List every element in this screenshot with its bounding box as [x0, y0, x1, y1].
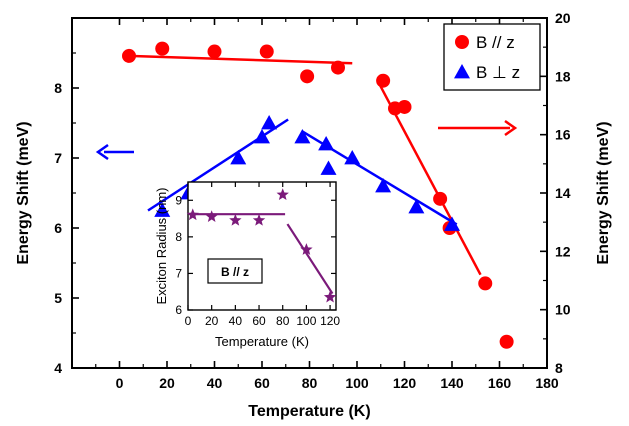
bz-parallel-point [499, 334, 514, 349]
bz-parallel-point [478, 276, 493, 291]
bz-parallel-point [376, 73, 391, 88]
bz-parallel-point [155, 41, 170, 56]
legend-triangle-marker [454, 64, 470, 79]
inset-fit-line [286, 223, 334, 295]
inset-plot: 0 20 40 60 80 100 120 6 7 8 9 Temperature (K) Excito… [154, 181, 340, 349]
x-tick-label: 160 [488, 375, 512, 391]
main-plot: 0 20 40 60 80 100 120 140 160 1804567881012141618… [15, 10, 612, 420]
legend-circle-marker [455, 35, 469, 49]
y-tick-label: 6 [54, 220, 62, 236]
y-tick-label: 8 [54, 80, 62, 96]
y2-tick-label: 8 [555, 360, 563, 376]
y2-tick-label: 14 [555, 185, 571, 201]
y2-tick-label: 18 [555, 68, 571, 84]
bz-perp-point [294, 129, 311, 144]
inset-x-tick-label: 0 [185, 314, 192, 328]
inset-y-tick-label: 7 [175, 266, 182, 280]
inset-x-axis-title: Temperature (K) [215, 334, 309, 349]
inset-star-point [276, 188, 289, 201]
x-axis-title: Temperature (K) [248, 403, 370, 420]
bz-perp-point [254, 129, 270, 144]
inset-x-tick-label: 120 [320, 314, 340, 328]
bz-perp-point [318, 136, 335, 151]
inset-x-tick-label: 100 [296, 314, 316, 328]
y2-tick-label: 16 [555, 127, 571, 143]
inset-star-point [323, 290, 337, 303]
bz-parallel-point [397, 99, 412, 114]
inset-y-axis-title: Exciton Radius (nm) [154, 187, 169, 304]
inset-x-tick-label: 80 [276, 314, 290, 328]
x-tick-label: 40 [207, 375, 223, 391]
inset-star-point [300, 243, 313, 255]
legend-label-parallel: B // z [476, 33, 515, 52]
x-tick-label: 120 [393, 375, 417, 391]
x-tick-label: 140 [440, 375, 464, 391]
bz-parallel-point [433, 191, 448, 206]
bz-perp-point [444, 216, 460, 231]
inset-x-tick-label: 60 [252, 314, 266, 328]
inset-y-tick-label: 6 [175, 303, 182, 317]
bz-perp-point [154, 202, 171, 217]
bz-perp-point [408, 199, 425, 214]
y2-tick-label: 20 [555, 10, 571, 26]
y-axis-title: Energy Shift (meV) [15, 121, 32, 264]
inset-star-point [186, 208, 199, 221]
y2-axis-title: Energy Shift (meV) [595, 121, 612, 264]
inset-y-tick-label: 8 [175, 230, 182, 244]
x-tick-label: 180 [535, 375, 559, 391]
bz-parallel-point [300, 69, 315, 84]
bz-perp-point [375, 178, 392, 193]
bz-perp-point [261, 115, 278, 130]
bz-parallel-point [122, 48, 136, 63]
inset-star-point [205, 210, 218, 222]
x-tick-label: 20 [159, 375, 175, 391]
y-tick-label: 7 [54, 150, 62, 166]
x-tick-label: 0 [116, 375, 124, 391]
bz-parallel-point [331, 60, 345, 75]
inset-annotation: B // z [221, 265, 249, 279]
bz-perp-point [344, 150, 361, 165]
bz-parallel-point [259, 44, 274, 59]
inset-star-point [252, 213, 266, 226]
bz-parallel-point [207, 44, 222, 59]
y2-tick-label: 12 [555, 243, 571, 259]
inset-x-tick-label: 40 [229, 314, 243, 328]
legend-label-perp: B ⊥ z [476, 63, 520, 82]
y-tick-label: 5 [54, 290, 62, 306]
left-axis-arrow-head [95, 143, 109, 161]
inset-star-point [229, 213, 242, 226]
inset-y-tick-label: 9 [175, 193, 182, 207]
inset-annotation-box [207, 258, 263, 284]
legend-box [443, 23, 541, 91]
bz-perp-point [320, 160, 337, 175]
right-axis-arrow-head [504, 119, 518, 137]
inset-frame [187, 181, 337, 311]
x-tick-label: 60 [254, 375, 270, 391]
x-tick-label: 80 [302, 375, 318, 391]
bz-perp-point [230, 150, 247, 165]
x-tick-label: 100 [345, 375, 369, 391]
fit-line [128, 54, 353, 65]
legend: B // z B ⊥ z [443, 23, 541, 91]
inset-x-tick-label: 20 [205, 314, 219, 328]
y2-tick-label: 10 [555, 302, 571, 318]
y-tick-label: 4 [54, 360, 62, 376]
